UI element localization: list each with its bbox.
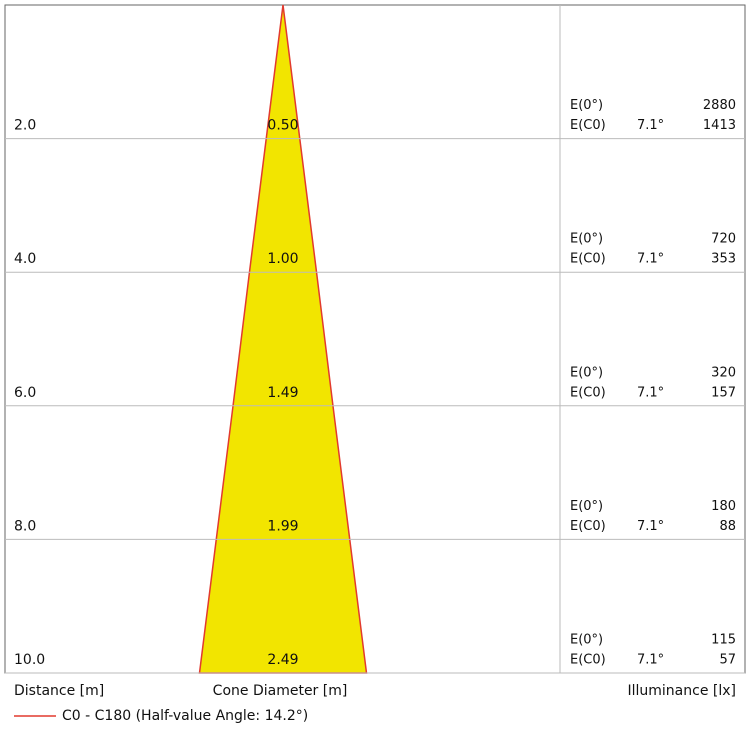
illuminance-axis-label: Illuminance [lx] bbox=[628, 683, 737, 699]
distance-label: 8.0 bbox=[14, 518, 36, 534]
ec0-value: 353 bbox=[711, 252, 736, 267]
ec0-label: E(C0) bbox=[570, 519, 606, 534]
e0-value: 115 bbox=[711, 633, 736, 648]
legend-label: C0 - C180 (Half-value Angle: 14.2°) bbox=[62, 708, 308, 724]
ec0-value: 88 bbox=[719, 519, 736, 534]
distance-label: 6.0 bbox=[14, 385, 36, 401]
diameter-label: 0.50 bbox=[267, 118, 298, 134]
ec0-label: E(C0) bbox=[570, 252, 606, 267]
e0-value: 2880 bbox=[703, 98, 736, 113]
e0-label: E(0°) bbox=[570, 98, 603, 113]
angle-label: 7.1° bbox=[637, 252, 664, 267]
e0-value: 720 bbox=[711, 232, 736, 247]
diameter-label: 1.00 bbox=[267, 251, 298, 267]
diameter-label: 2.49 bbox=[267, 652, 298, 668]
ec0-label: E(C0) bbox=[570, 385, 606, 400]
ec0-label: E(C0) bbox=[570, 118, 606, 133]
angle-label: 7.1° bbox=[637, 118, 664, 133]
e0-label: E(0°) bbox=[570, 633, 603, 648]
ec0-value: 1413 bbox=[703, 118, 736, 133]
ec0-value: 57 bbox=[719, 653, 736, 668]
e0-label: E(0°) bbox=[570, 499, 603, 514]
e0-label: E(0°) bbox=[570, 232, 603, 247]
ec0-value: 157 bbox=[711, 385, 736, 400]
frame bbox=[4, 4, 746, 674]
distance-label: 2.0 bbox=[14, 118, 36, 134]
angle-label: 7.1° bbox=[637, 519, 664, 534]
angle-label: 7.1° bbox=[637, 653, 664, 668]
cone bbox=[198, 4, 368, 674]
distance-label: 10.0 bbox=[14, 652, 45, 668]
e0-value: 320 bbox=[711, 365, 736, 380]
distance-axis-label: Distance [m] bbox=[14, 683, 104, 699]
e0-value: 180 bbox=[711, 499, 736, 514]
diameter-label: 1.49 bbox=[267, 385, 298, 401]
ec0-label: E(C0) bbox=[570, 653, 606, 668]
diameter-axis-label: Cone Diameter [m] bbox=[213, 683, 348, 699]
angle-label: 7.1° bbox=[637, 385, 664, 400]
distance-label: 4.0 bbox=[14, 251, 36, 267]
diameter-label: 1.99 bbox=[267, 518, 298, 534]
e0-label: E(0°) bbox=[570, 365, 603, 380]
